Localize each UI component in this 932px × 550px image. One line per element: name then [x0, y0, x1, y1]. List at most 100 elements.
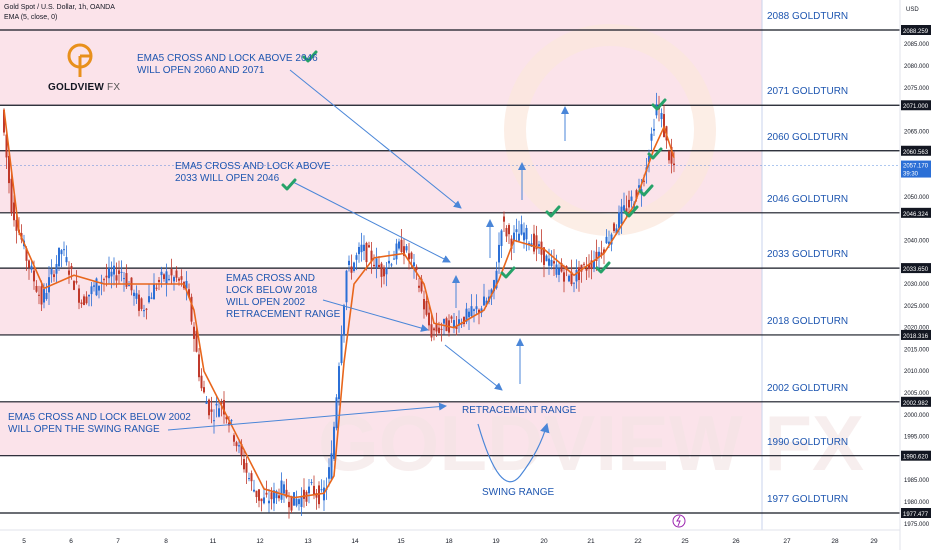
candle-body — [220, 402, 223, 404]
candle-body — [343, 305, 345, 336]
candle-body — [108, 268, 110, 279]
candle-body — [515, 229, 518, 233]
zone-label-4: 2033 GOLDTURN — [767, 249, 849, 261]
candle-body — [538, 244, 540, 247]
candle-body — [350, 266, 353, 273]
zone-label-0: 2088 GOLDTURN — [767, 11, 849, 22]
candle-body — [390, 264, 393, 266]
annotation-arrow-3 — [167, 402, 447, 431]
candle-body — [668, 151, 670, 161]
level-tag-4: 2033.650 — [903, 267, 929, 273]
candle-body — [360, 244, 363, 253]
candle-body — [188, 289, 190, 298]
current-price-bg — [901, 160, 931, 178]
candle-body — [105, 275, 108, 278]
candle-body — [635, 190, 638, 199]
candle-body — [178, 278, 180, 281]
candle-body — [140, 298, 143, 309]
candle-body — [13, 202, 15, 221]
zone-label-3: 2046 GOLDTURN — [767, 193, 849, 205]
candle-body — [518, 233, 520, 241]
level-tag-bg-6 — [901, 396, 931, 407]
level-tag-bg-3 — [901, 207, 931, 218]
candle-body — [608, 241, 610, 245]
y-tick: 2015.000 — [904, 347, 930, 353]
level-tag-7: 1990.620 — [903, 455, 929, 461]
check-icon — [281, 178, 297, 191]
candle-body — [535, 235, 538, 250]
candle-body — [625, 208, 628, 213]
candle-body — [125, 273, 128, 287]
candle-body — [433, 328, 435, 331]
y-tick: 2050.000 — [904, 195, 930, 201]
indicator-title[interactable]: EMA (5, close, 0) — [4, 14, 58, 21]
candle-body — [278, 495, 280, 499]
candle-body — [175, 270, 178, 278]
candle-body — [45, 292, 48, 300]
candle-body — [558, 268, 560, 275]
annotation-arrow-1 — [292, 181, 451, 263]
candle-body — [255, 490, 258, 498]
candle-body — [605, 236, 608, 244]
candle-body — [295, 498, 298, 506]
price-axis[interactable]: 2088.259 2071.000 2060.563 2046.324 2033.650… — [899, 0, 931, 550]
zone-label-5: 2018 GOLDTURN — [767, 315, 849, 327]
candle-body — [200, 375, 203, 389]
candle-body — [158, 279, 160, 282]
candle-body — [210, 409, 213, 412]
candle-body — [63, 249, 65, 251]
candle-body — [503, 216, 505, 222]
watermark: GOLDVIEW FX — [318, 24, 864, 487]
candle-body — [190, 296, 193, 322]
level-tag-2: 2060.563 — [903, 150, 929, 156]
note-below-2002: EMA5 CROSS AND LOCK BELOW 2002 WILL OPEN… — [8, 412, 191, 435]
flash-icon[interactable] — [672, 514, 686, 528]
x-tick: 14 — [351, 538, 359, 545]
candle-body — [168, 278, 170, 280]
symbol-title: Gold Spot / U.S. Dollar, 1h, OANDA — [4, 4, 115, 11]
current-price-tag: 2057.170 — [903, 164, 929, 170]
zone-label-6: 2002 GOLDTURN — [767, 382, 849, 394]
candle-body — [273, 490, 275, 504]
x-tick: 26 — [732, 538, 740, 545]
candle-body — [223, 400, 225, 415]
candle-body — [465, 308, 468, 322]
logo-brand: GOLDVIEW — [48, 82, 105, 93]
candle-body — [620, 206, 623, 224]
candle-body — [588, 264, 590, 269]
x-tick: 25 — [681, 538, 689, 545]
swing-range-label: SWING RANGE — [482, 487, 555, 498]
candle-body — [648, 155, 650, 163]
candle-body — [180, 276, 183, 280]
candle-body — [215, 403, 218, 406]
zone-label-7: 1990 GOLDTURN — [767, 436, 849, 448]
candle-body — [3, 109, 5, 133]
candle-body — [165, 271, 168, 284]
candle-body — [15, 219, 18, 231]
candle-body — [205, 401, 208, 404]
level-tag-bg-5 — [901, 329, 931, 340]
level-tag-bg-0 — [901, 25, 931, 35]
candle-body — [498, 244, 500, 263]
candle-body — [328, 467, 330, 479]
candle-body — [123, 278, 125, 280]
candle-body — [313, 485, 315, 495]
candle-body — [43, 289, 45, 303]
annotation-arrow-0 — [289, 69, 462, 209]
check-icon — [545, 205, 561, 218]
y-tick: 2030.000 — [904, 282, 930, 288]
candle-body — [300, 496, 303, 507]
candle-body — [405, 246, 408, 251]
check-icon — [651, 98, 667, 111]
candle-body — [48, 277, 50, 293]
time-axis[interactable]: 5 6 7 8 11 12 13 14 15 18 19 20 21 22 25 26 27 28 29 — [0, 529, 900, 545]
x-tick: 18 — [445, 538, 453, 545]
candle-body — [443, 318, 445, 324]
zone-label-2: 2060 GOLDTURN — [767, 131, 849, 143]
candle-body — [578, 267, 580, 280]
y-tick: 2040.000 — [904, 238, 930, 244]
candle-body — [310, 482, 313, 484]
zone-band-top — [0, 0, 762, 30]
candle-body — [638, 185, 640, 188]
